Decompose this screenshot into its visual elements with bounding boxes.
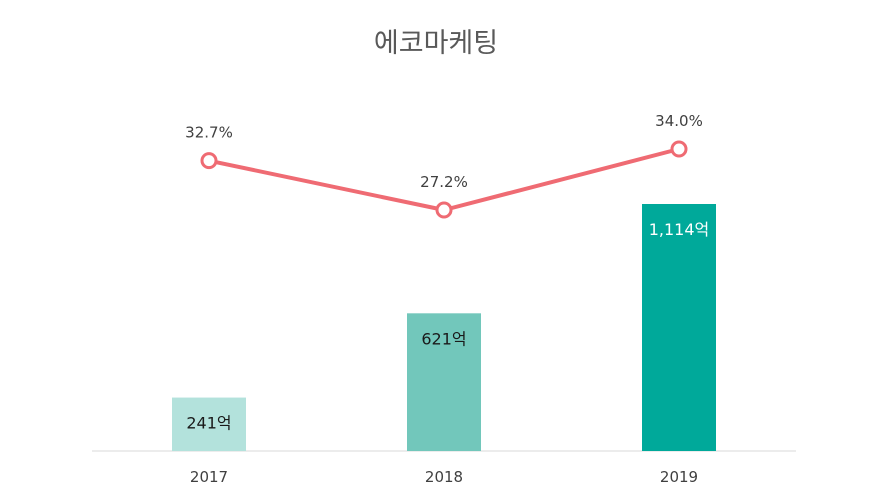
chart-title: 에코마케팅 [374, 28, 498, 59]
x-tick-label-2017: 2017 [190, 468, 228, 486]
line-label-2018: 27.2% [420, 173, 468, 191]
bars-layer: 241억 621억 1,114억 [172, 204, 716, 451]
x-tick-label-2018: 2018 [425, 468, 463, 486]
line-point-2017 [200, 152, 218, 170]
line-label-2019: 34.0% [655, 112, 703, 130]
bar-2019 [642, 204, 716, 451]
ticks-layer: 2017 2018 2019 [190, 468, 698, 486]
line-layer: 32.7% 27.2% 34.0% [185, 112, 703, 219]
bar-2017 [172, 397, 246, 451]
bar-label-2018: 621억 [421, 329, 466, 348]
x-tick-label-2019: 2019 [660, 468, 698, 486]
line-label-2017: 32.7% [185, 124, 233, 142]
bar-2018 [407, 313, 481, 451]
bar-label-2019: 1,114억 [649, 220, 710, 239]
line-point-2019 [670, 140, 688, 158]
bar-label-2017: 241억 [186, 414, 231, 433]
line-point-2018 [435, 201, 453, 219]
